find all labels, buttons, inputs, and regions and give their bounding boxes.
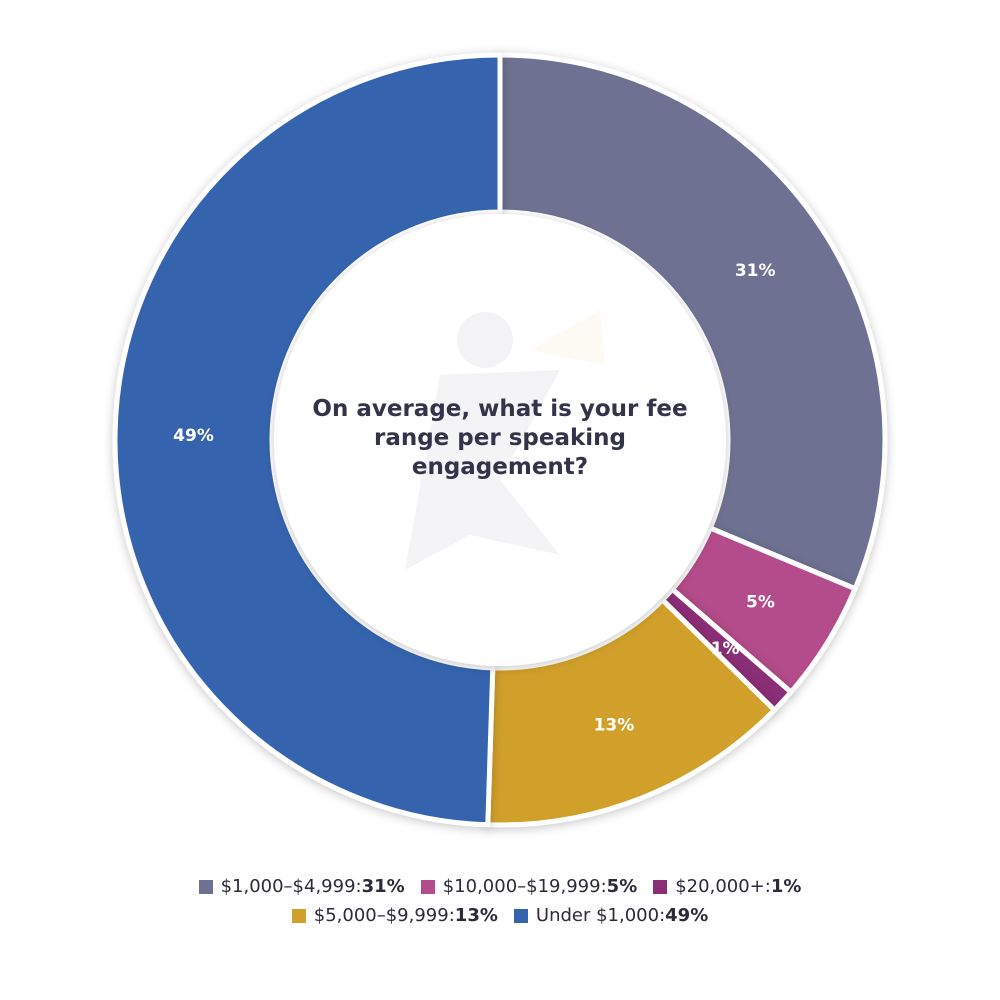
- slice-label-2: 1%: [711, 639, 740, 659]
- chart-title: On average, what is your fee range per s…: [312, 396, 688, 480]
- legend-value: 5%: [606, 876, 638, 897]
- legend-item[interactable]: $1,000–$4,999: 31%: [198, 876, 405, 897]
- legend-item[interactable]: Under $1,000: 49%: [513, 905, 709, 926]
- donut-slices: [112, 52, 888, 828]
- legend-item[interactable]: $5,000–$9,999: 13%: [291, 905, 498, 926]
- legend-separator: :: [600, 876, 607, 897]
- legend-value: 1%: [770, 876, 802, 897]
- slice-0[interactable]: [497, 52, 888, 592]
- legend-swatch: [653, 879, 668, 894]
- legend-item[interactable]: $20,000+: 1%: [653, 876, 801, 897]
- donut-chart-svg: 31% 5% 1% 13% 49%: [112, 52, 888, 828]
- legend-swatch: [291, 908, 306, 923]
- slice-label-0: 31%: [735, 261, 776, 281]
- legend-separator: :: [659, 905, 666, 926]
- legend-value: 31%: [361, 876, 405, 897]
- legend-label: $1,000–$4,999: [220, 876, 356, 897]
- slice-label-3: 13%: [594, 716, 635, 736]
- legend-label: $10,000–$19,999: [442, 876, 601, 897]
- legend-label: $20,000+: [675, 876, 765, 897]
- legend-row: $1,000–$4,999: 31% $10,000–$19,999: 5% $20…: [0, 876, 1000, 897]
- legend-item[interactable]: $10,000–$19,999: 5%: [420, 876, 638, 897]
- legend-label: $5,000–$9,999: [313, 905, 449, 926]
- legend-separator: :: [764, 876, 771, 897]
- slice-4[interactable]: [112, 52, 503, 828]
- legend-swatch: [420, 879, 435, 894]
- legend-separator: :: [355, 876, 362, 897]
- donut-hole: [274, 214, 726, 666]
- watermark-logo: [405, 310, 605, 570]
- legend-label: Under $1,000: [535, 905, 660, 926]
- legend-swatch: [513, 908, 528, 923]
- legend-separator: :: [448, 905, 455, 926]
- legend-row: $5,000–$9,999: 13% Under $1,000: 49%: [0, 905, 1000, 926]
- donut-chart: 31% 5% 1% 13% 49% On average, what is your f…: [112, 52, 888, 828]
- legend-value: 49%: [665, 905, 709, 926]
- slice-label-1: 5%: [746, 593, 775, 613]
- slice-labels: 31% 5% 1% 13% 49%: [173, 261, 775, 735]
- legend-value: 13%: [454, 905, 498, 926]
- legend-swatch: [198, 879, 213, 894]
- slice-3[interactable]: [485, 597, 777, 828]
- chart-legend: $1,000–$4,999: 31% $10,000–$19,999: 5% $20…: [0, 876, 1000, 934]
- slice-label-4: 49%: [173, 426, 214, 446]
